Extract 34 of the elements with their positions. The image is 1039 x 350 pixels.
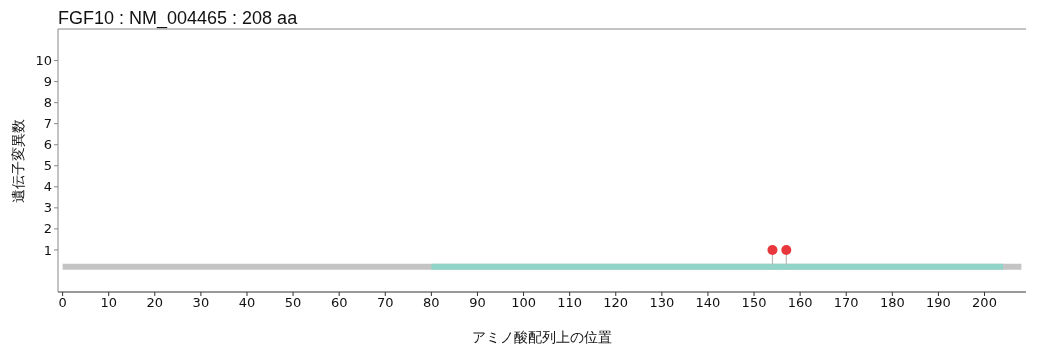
x-tick-label: 80	[423, 295, 440, 311]
x-tick-label: 120	[603, 295, 629, 311]
x-tick-label: 130	[649, 295, 675, 311]
x-tick-label: 160	[787, 295, 813, 311]
chart-title: FGF10 : NM_004465 : 208 aa	[58, 8, 298, 29]
x-tick-label: 40	[238, 295, 256, 311]
x-tick-label: 70	[377, 295, 394, 311]
y-tick-label: 7	[43, 116, 52, 132]
x-tick-label: 180	[879, 295, 905, 311]
x-tick-label: 110	[557, 295, 583, 311]
y-tick-label: 3	[43, 200, 52, 216]
x-tick-label: 190	[926, 295, 951, 311]
x-tick-label: 140	[695, 295, 721, 311]
x-tick-label: 20	[146, 295, 164, 311]
x-tick-label: 30	[192, 295, 210, 311]
y-tick-label: 4	[43, 179, 52, 195]
y-tick-label: 1	[43, 242, 52, 258]
y-tick-label: 5	[43, 158, 52, 174]
x-tick-label: 10	[100, 295, 117, 311]
y-axis-title: 遺伝子変異数	[9, 118, 26, 203]
x-tick-label: 170	[833, 295, 859, 311]
x-tick-label: 50	[284, 295, 302, 311]
x-tick-label: 60	[330, 295, 348, 311]
y-tick-label: 2	[43, 221, 52, 237]
y-tick-label: 9	[43, 74, 52, 90]
x-tick-label: 150	[741, 295, 767, 311]
x-tick-label: 0	[58, 295, 67, 311]
x-axis-title: アミノ酸配列上の位置	[472, 329, 612, 345]
x-tick-label: 90	[469, 295, 486, 311]
x-tick-label: 100	[511, 295, 536, 311]
x-tick-label: 200	[972, 295, 997, 311]
y-tick-label: 6	[43, 137, 52, 153]
y-tick-label: 10	[35, 53, 52, 69]
y-tick-label: 8	[43, 95, 52, 111]
